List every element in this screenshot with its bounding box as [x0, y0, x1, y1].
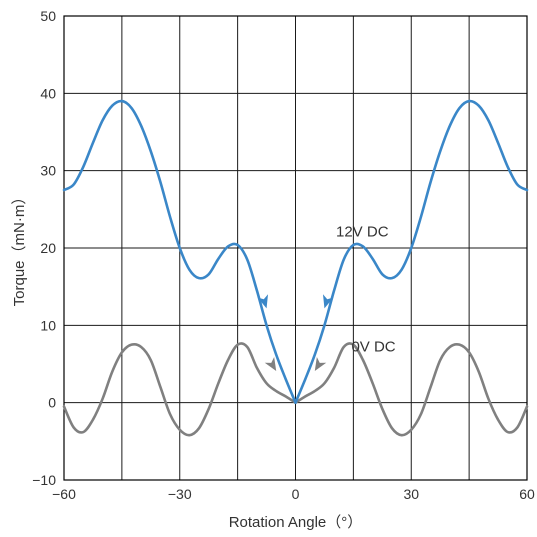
y-tick-label: −10 [32, 472, 56, 488]
y-tick-label: 50 [40, 8, 56, 24]
x-axis-label: Rotation Angle（°） [229, 514, 363, 531]
annotation-12v-dc: 12V DC [336, 223, 389, 240]
arrowhead-12v-dc-right-side [322, 294, 334, 309]
series-line-0v-dc-right [294, 342, 529, 437]
x-tick-label: −30 [168, 486, 192, 502]
series-line-12v-dc-left [62, 99, 297, 404]
series-lines [62, 99, 529, 437]
direction-arrows [257, 294, 334, 371]
series-annotations: 12V DC 0V DC [336, 223, 396, 355]
y-tick-labels: −10 0 10 20 30 40 50 [32, 8, 56, 488]
x-tick-label: 30 [403, 486, 419, 502]
grid [64, 16, 527, 480]
x-tick-label: 0 [292, 486, 300, 502]
arrowhead-0v-dc-right-side [314, 357, 327, 371]
series-line-0v-dc-left [62, 342, 297, 437]
y-axis-label: Torque（mN·m） [11, 190, 28, 307]
plot-frame [63, 15, 528, 481]
y-tick-label: 30 [40, 163, 56, 179]
arrowhead-12v-dc-left-side [257, 294, 269, 309]
series-line-12v-dc-right [294, 99, 529, 404]
y-tick-label: 20 [40, 240, 56, 256]
x-tick-label: 60 [519, 486, 535, 502]
annotation-0v-dc: 0V DC [351, 339, 395, 356]
arrowhead-0v-dc-left-side [264, 357, 277, 371]
y-tick-label: 40 [40, 85, 56, 101]
x-tick-label: −60 [52, 486, 76, 502]
y-tick-label: 0 [48, 395, 56, 411]
x-tick-labels: −60 −30 0 30 60 [52, 486, 535, 502]
y-tick-label: 10 [40, 317, 56, 333]
